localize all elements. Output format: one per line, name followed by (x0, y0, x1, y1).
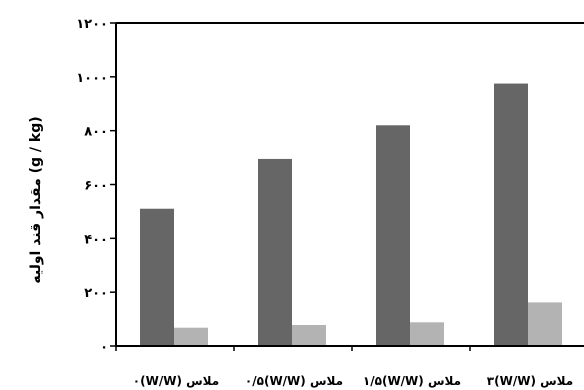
x-category-label: ۱/۵(W/W) ملاس (363, 374, 461, 388)
y-tick-label: ۲۰۰ (84, 286, 108, 301)
bars-layer (140, 83, 562, 347)
x-category-label: ۰/۵(W/W) ملاس (245, 374, 343, 388)
bar-series-2-cat-3 (410, 322, 444, 346)
x-axis-labels: ۰(W/W) ملاس ۰/۵(W/W) ملاس ۱/۵(W/W) ملاس ۳(W… (133, 374, 573, 388)
bar-series-1-cat-2 (258, 158, 292, 346)
y-tick-label: ۱۰۰۰ (76, 71, 108, 86)
y-tick-label: ۰ (100, 340, 108, 355)
y-axis-title: مقدار قند اولیه (g / kg) (28, 116, 44, 283)
y-axis-ticks: ۰ ۲۰۰ ۴۰۰ ۶۰۰ ۸۰۰ ۱۰۰۰ ۱۲۰۰ (76, 17, 116, 355)
bar-series-1-cat-3 (376, 125, 410, 347)
bar-series-1-cat-4 (494, 83, 528, 346)
y-tick-label: ۴۰۰ (84, 232, 108, 247)
bar-series-2-cat-2 (292, 325, 326, 346)
x-category-label: ۰(W/W) ملاس (133, 374, 219, 388)
bar-series-2-cat-4 (528, 302, 562, 346)
y-tick-label: ۶۰۰ (84, 179, 108, 194)
y-tick-label: ۱۲۰۰ (76, 17, 108, 32)
bar-series-1-cat-1 (140, 208, 174, 346)
y-tick-label: ۸۰۰ (84, 125, 108, 140)
x-category-label: ۳(W/W) ملاس (487, 374, 573, 388)
bar-series-2-cat-1 (174, 327, 208, 346)
